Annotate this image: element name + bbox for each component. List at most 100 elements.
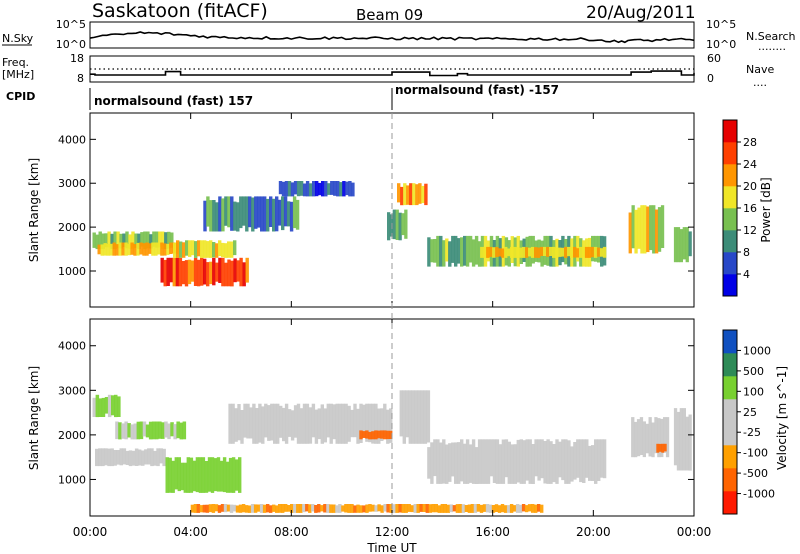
x-tick-label: 12:00 (375, 525, 410, 539)
velocity-ytick-label: 1000 (58, 473, 86, 486)
velocity-cell (259, 504, 264, 513)
velocity-cell (413, 504, 417, 513)
power-colorbar-label: 28 (743, 136, 757, 149)
velocity-cell (231, 457, 236, 493)
power-colorbar-swatch (723, 164, 737, 187)
power-cell (209, 200, 213, 232)
power-cell (655, 209, 659, 254)
power-cell (92, 232, 96, 248)
velocity-cell (460, 439, 464, 482)
velocity-cell (461, 504, 466, 513)
velocity-cell (524, 505, 529, 513)
velocity-cell (219, 460, 224, 492)
velocity-cell (419, 504, 423, 512)
velocity-cell (368, 403, 372, 443)
freq-left-tick-bottom: 8 (77, 72, 84, 85)
power-cell (164, 232, 168, 250)
velocity-cell (512, 505, 517, 512)
power-cell (221, 198, 225, 232)
velocity-cell (279, 405, 283, 438)
velocity-cell (269, 505, 273, 513)
velocity-cell (122, 448, 127, 465)
power-cell (646, 206, 650, 253)
velocity-cell (521, 504, 526, 512)
power-cell (401, 213, 405, 236)
power-cell (221, 242, 225, 258)
velocity-cell (115, 421, 119, 440)
velocity-cell (371, 403, 375, 444)
velocity-cell (250, 504, 255, 513)
velocity-cell (582, 439, 586, 483)
velocity-cell (386, 430, 390, 440)
velocity-cell (431, 504, 435, 513)
velocity-cell (196, 504, 201, 513)
power-cell (531, 246, 535, 258)
power-cell (119, 233, 123, 249)
power-cell (200, 257, 204, 286)
velocity-cell (226, 504, 231, 512)
velocity-cell (192, 460, 197, 492)
velocity-region-4 (165, 457, 242, 493)
power-cell (203, 240, 207, 258)
velocity-cell (190, 504, 195, 513)
velocity-cell (335, 403, 339, 444)
power-cell (175, 257, 180, 287)
velocity-cell (137, 449, 142, 466)
velocity-colorbar-label: 100 (743, 385, 764, 398)
velocity-cell (573, 442, 577, 480)
power-cell (112, 242, 116, 256)
power-cell (137, 233, 141, 249)
velocity-cell (552, 444, 556, 483)
x-tick-label: 00:00 (677, 525, 712, 539)
power-cell (398, 212, 402, 241)
power-cell (227, 196, 231, 228)
velocity-cell (225, 461, 230, 493)
power-cell (679, 229, 683, 263)
velocity-cell (657, 418, 661, 458)
sky-noise-line (89, 31, 695, 44)
velocity-cell (362, 505, 366, 513)
velocity-cell (648, 417, 652, 457)
power-cell (182, 242, 186, 258)
power-cell (296, 181, 301, 197)
velocity-cell (377, 504, 381, 512)
noise-right-tick-bottom: 10^0 (706, 38, 736, 51)
power-cell (448, 241, 452, 267)
velocity-cell (417, 390, 422, 444)
velocity-cell (305, 403, 310, 444)
velocity-cell (183, 462, 187, 493)
power-cell (415, 184, 419, 206)
velocity-cell (383, 504, 387, 512)
power-cell (103, 243, 107, 256)
power-cell (525, 247, 529, 258)
velocity-cell (380, 430, 384, 439)
power-cell (176, 240, 180, 258)
cpid-label: CPID (6, 90, 35, 103)
velocity-cell (410, 505, 414, 513)
power-cell (643, 205, 647, 254)
velocity-cell (457, 442, 461, 484)
power-region-12 (673, 227, 692, 263)
velocity-cell (323, 408, 327, 443)
velocity-cell (445, 444, 449, 484)
power-cell (510, 246, 514, 258)
power-cell (451, 235, 455, 263)
velocity-cell (95, 448, 99, 467)
velocity-cell (436, 439, 440, 484)
velocity-cell (527, 504, 532, 512)
power-cell (191, 240, 195, 256)
power-cell (142, 243, 146, 256)
x-tick-label: 20:00 (576, 525, 611, 539)
velocity-cell (654, 417, 658, 454)
velocity-cell (449, 504, 453, 513)
velocity-cell (636, 419, 641, 457)
power-cell (465, 235, 470, 267)
velocity-y-axis: 1000 2000 3000 4000 (58, 340, 694, 486)
power-region-4 (173, 240, 237, 258)
cpid-segment-1: normalsound (fast) 157 (94, 94, 253, 108)
velocity-cell (344, 504, 348, 513)
power-cell (203, 200, 207, 232)
velocity-cell (281, 504, 285, 513)
power-cell (318, 182, 322, 196)
power-cell (136, 242, 140, 256)
